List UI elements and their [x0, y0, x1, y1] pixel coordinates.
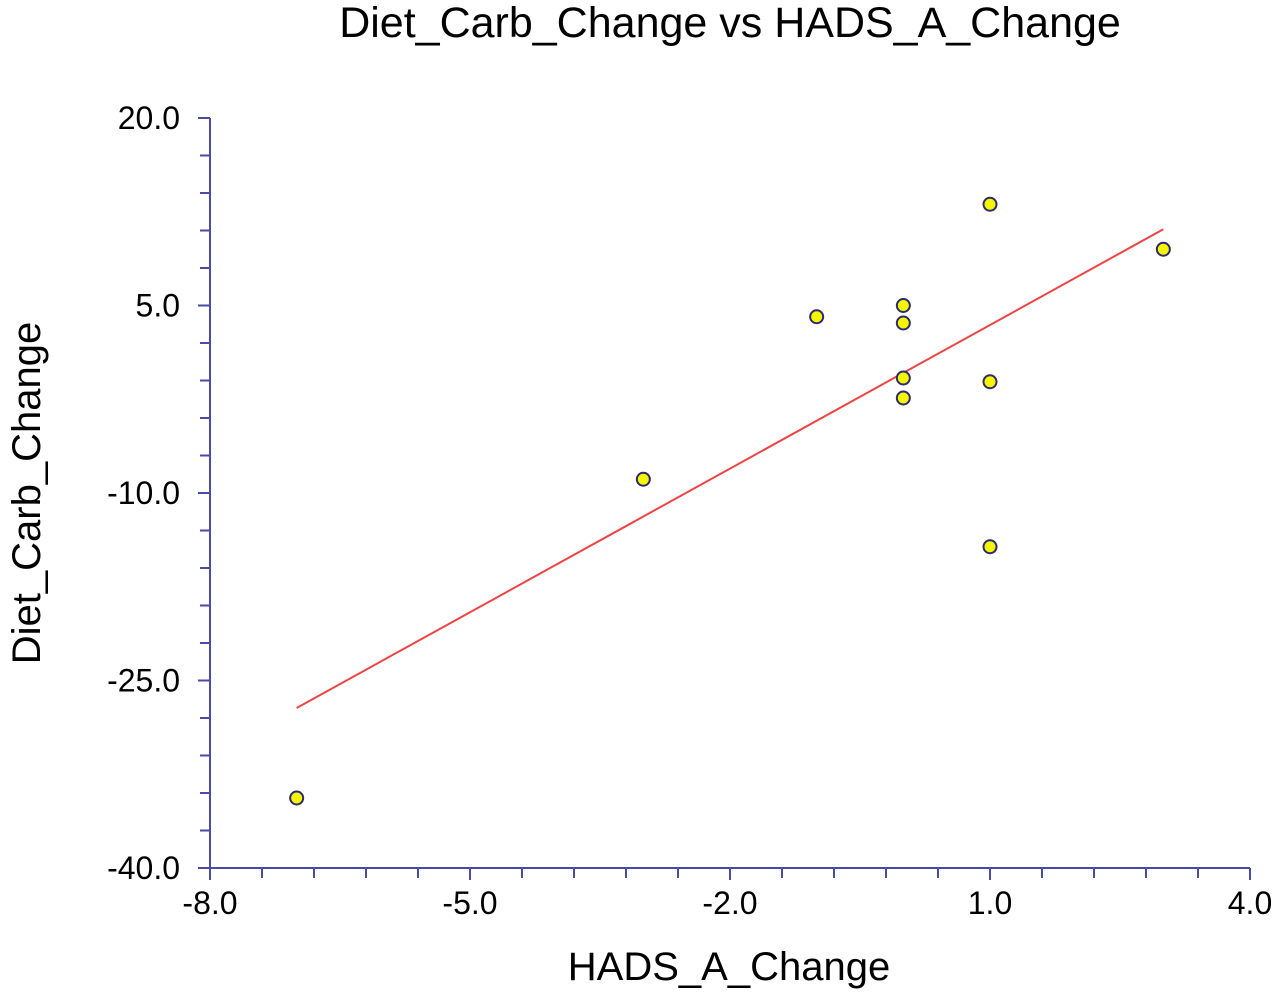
chart-title: Diet_Carb_Change vs HADS_A_Change [339, 0, 1121, 47]
x-tick-label: -2.0 [702, 885, 757, 921]
regression-line [296, 228, 1164, 709]
x-tick-label: 4.0 [1228, 885, 1272, 921]
x-axis-label: HADS_A_Change [568, 945, 890, 989]
y-axis-ticks [198, 117, 210, 869]
data-point [895, 298, 911, 313]
y-tick-label: -10.0 [107, 475, 180, 511]
x-tick-label: -5.0 [442, 885, 497, 921]
x-axis-ticks [209, 868, 1251, 880]
data-point [895, 315, 911, 331]
y-tick-label: -40.0 [107, 850, 180, 886]
x-axis-tick-labels: -8.0 -5.0 -2.0 1.0 4.0 [182, 885, 1272, 921]
y-tick-label: -25.0 [107, 663, 180, 699]
y-tick-label: 20.0 [118, 100, 180, 136]
data-point [809, 309, 825, 325]
data-points [289, 196, 1171, 806]
y-axis-tick-labels: 20.0 5.0 -10.0 -25.0 -40.0 [107, 100, 180, 886]
y-tick-label: 5.0 [136, 288, 180, 324]
data-point [982, 374, 998, 390]
data-point [1155, 241, 1171, 257]
axes: 20.0 5.0 -10.0 -25.0 -40.0 -8.0 -5.0 -2.0 1.0 4.… [107, 100, 1272, 921]
y-axis-label: Diet_Carb_Change [5, 322, 49, 664]
data-point [895, 370, 911, 386]
data-point [635, 471, 651, 487]
x-tick-label: 1.0 [968, 885, 1012, 921]
x-tick-label: -8.0 [182, 885, 237, 921]
data-point [895, 390, 911, 406]
data-point [982, 539, 998, 555]
data-point [289, 790, 305, 806]
data-point [982, 196, 998, 212]
